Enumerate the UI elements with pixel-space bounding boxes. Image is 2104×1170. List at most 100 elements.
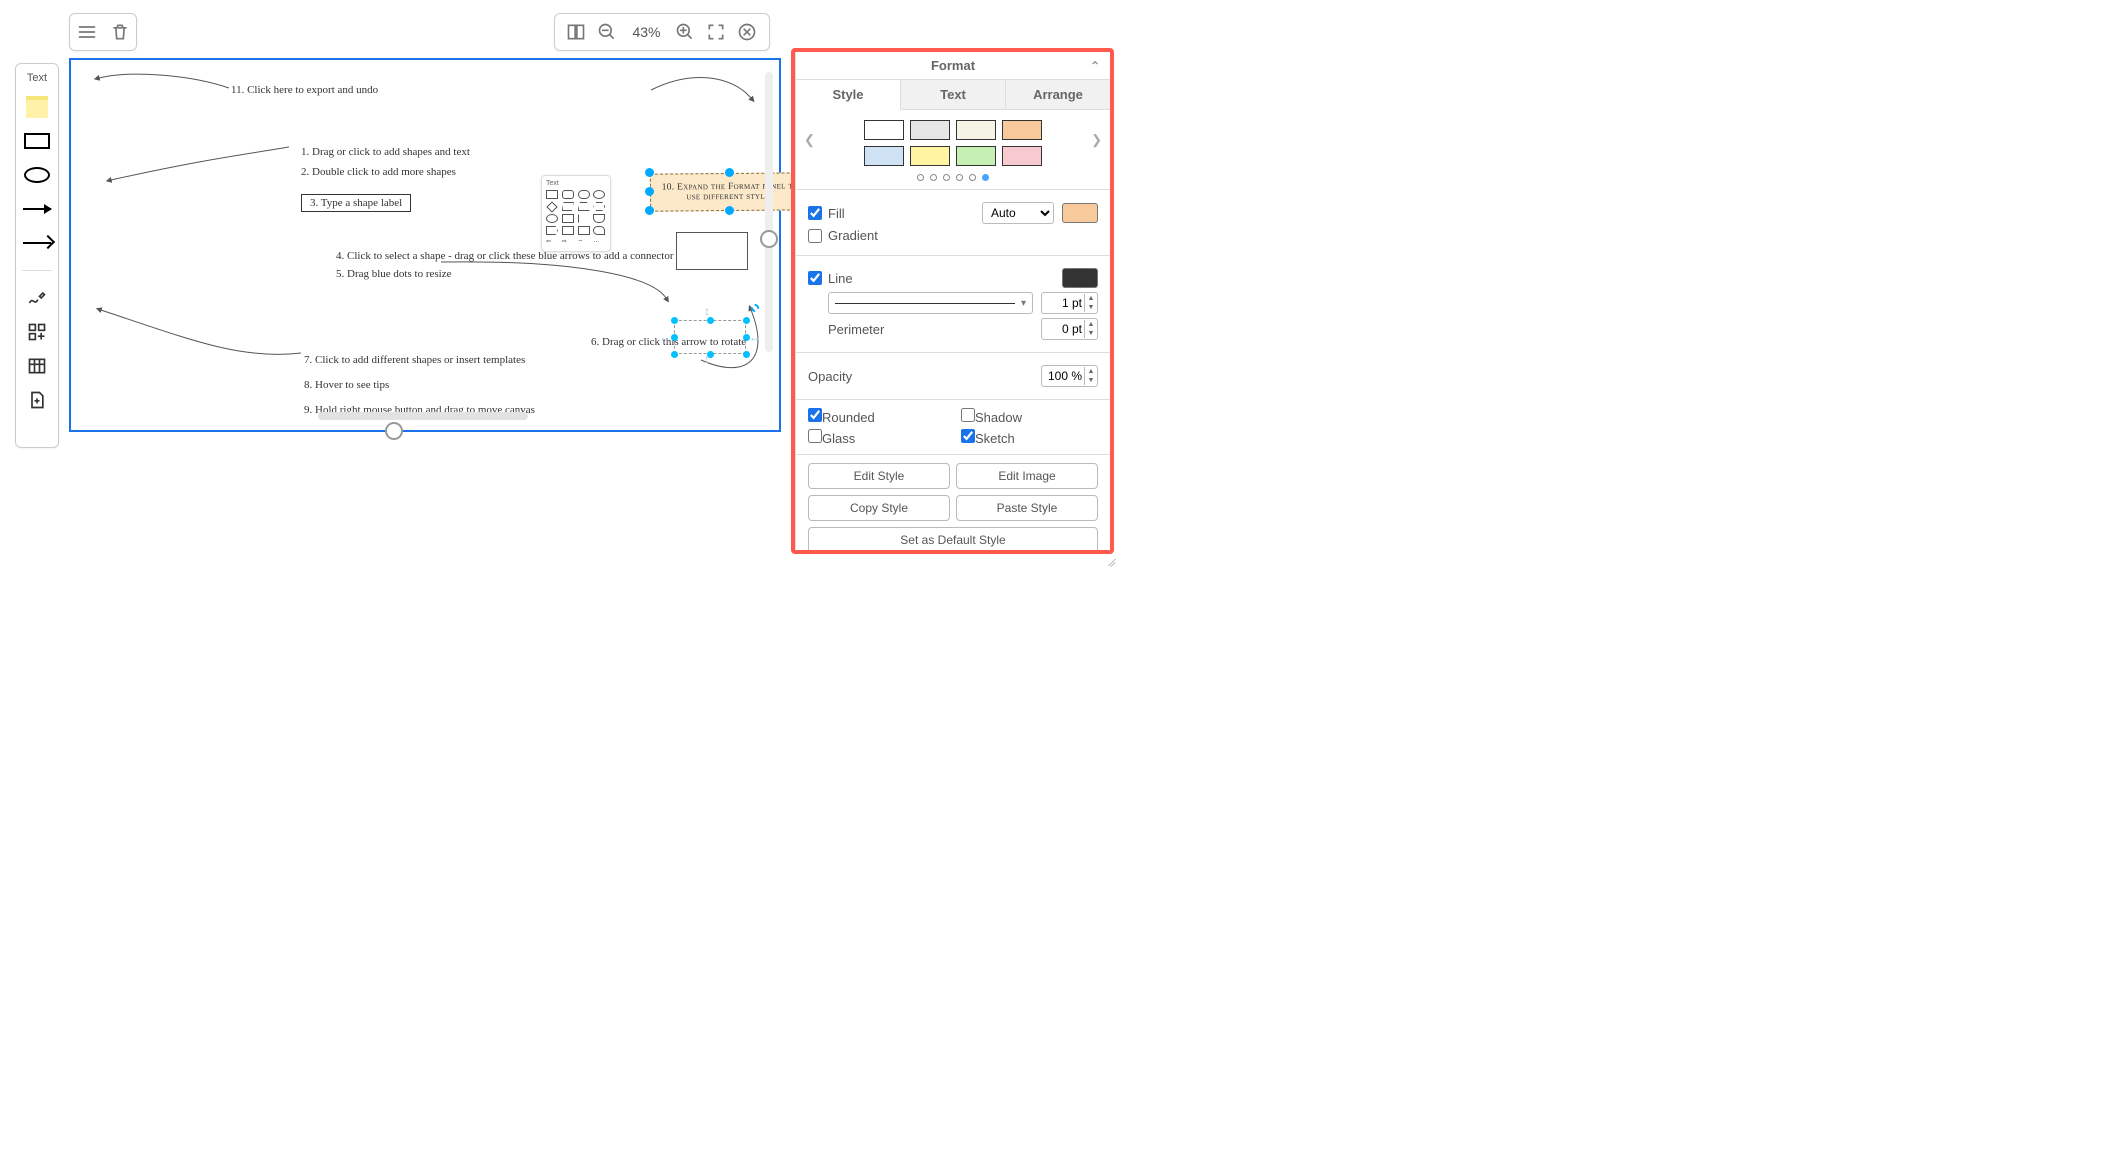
hint-7: 7. Click to add different shapes or inse… bbox=[304, 354, 525, 366]
color-swatch[interactable] bbox=[864, 146, 904, 166]
line-style-select[interactable]: ▾ bbox=[828, 292, 1033, 314]
tool-freehand[interactable] bbox=[22, 287, 52, 309]
zoom-out-icon[interactable] bbox=[597, 22, 617, 42]
shape-rectangle[interactable] bbox=[22, 130, 52, 152]
shape-ellipse[interactable] bbox=[22, 164, 52, 186]
resize-handle[interactable] bbox=[707, 351, 714, 358]
close-icon[interactable] bbox=[737, 22, 757, 42]
collapse-icon[interactable]: ⌃ bbox=[1090, 59, 1100, 73]
connector-arrow-up-icon[interactable]: ↕ bbox=[704, 304, 710, 318]
fullscreen-icon[interactable] bbox=[706, 22, 726, 42]
opacity-label: Opacity bbox=[808, 369, 1033, 384]
canvas-vscroll-handle[interactable] bbox=[760, 230, 778, 248]
view-toolbar: 43% bbox=[554, 13, 770, 51]
pager-dot[interactable] bbox=[943, 174, 950, 181]
shape-picker-popup[interactable]: Text ⇦⇨⇔… bbox=[541, 175, 611, 252]
shadow-checkbox-label[interactable]: Shadow bbox=[961, 408, 1098, 425]
pager-dot[interactable] bbox=[956, 174, 963, 181]
gradient-checkbox-label[interactable]: Gradient bbox=[808, 228, 1098, 243]
canvas-hscroll-handle[interactable] bbox=[385, 422, 403, 440]
selection-handle[interactable] bbox=[645, 206, 654, 215]
shape-sidebar: Text bbox=[15, 63, 59, 448]
canvas-vscroll[interactable] bbox=[765, 72, 773, 352]
connector-arrow-left-icon[interactable]: ↔ bbox=[659, 330, 671, 344]
resize-demo-shape[interactable] bbox=[674, 320, 746, 354]
perimeter-input[interactable]: ▲▼ bbox=[1041, 318, 1098, 340]
minimap-icon[interactable] bbox=[566, 22, 586, 42]
tab-text[interactable]: Text bbox=[901, 80, 1006, 109]
line-checkbox-label[interactable]: Line bbox=[808, 271, 1054, 286]
line-width-input[interactable]: ▲▼ bbox=[1041, 292, 1098, 314]
resize-handle[interactable] bbox=[743, 334, 750, 341]
hint-8: 8. Hover to see tips bbox=[304, 379, 389, 391]
glass-checkbox[interactable] bbox=[808, 429, 822, 443]
resize-handle[interactable] bbox=[671, 334, 678, 341]
sketch-checkbox-label[interactable]: Sketch bbox=[961, 429, 1098, 446]
tool-table[interactable] bbox=[22, 355, 52, 377]
resize-handle[interactable] bbox=[671, 351, 678, 358]
opacity-input[interactable]: ▲▼ bbox=[1041, 365, 1098, 387]
tab-style[interactable]: Style bbox=[796, 80, 901, 110]
tab-arrange[interactable]: Arrange bbox=[1006, 80, 1110, 109]
swatch-next-icon[interactable]: ❯ bbox=[1091, 132, 1102, 148]
pager-dot[interactable] bbox=[982, 174, 989, 181]
zoom-value[interactable]: 43% bbox=[628, 24, 664, 40]
rounded-checkbox[interactable] bbox=[808, 408, 822, 422]
fill-checkbox[interactable] bbox=[808, 206, 822, 220]
canvas-shape-rect[interactable] bbox=[676, 232, 748, 270]
color-swatch[interactable] bbox=[956, 120, 996, 140]
edit-style-button[interactable]: Edit Style bbox=[808, 463, 950, 489]
edit-image-button[interactable]: Edit Image bbox=[956, 463, 1098, 489]
color-swatch[interactable] bbox=[910, 120, 950, 140]
canvas-hscroll[interactable] bbox=[318, 412, 528, 420]
set-default-style-button[interactable]: Set as Default Style bbox=[808, 527, 1098, 550]
paste-style-button[interactable]: Paste Style bbox=[956, 495, 1098, 521]
fill-mode-select[interactable]: Auto bbox=[982, 202, 1054, 224]
format-title: Format bbox=[931, 58, 975, 73]
pager-dot[interactable] bbox=[917, 174, 924, 181]
selection-handle[interactable] bbox=[645, 187, 654, 196]
pager-dot[interactable] bbox=[930, 174, 937, 181]
tool-add-shapes[interactable] bbox=[22, 321, 52, 343]
color-swatch[interactable] bbox=[1002, 120, 1042, 140]
color-swatch[interactable] bbox=[956, 146, 996, 166]
fill-color-chip[interactable] bbox=[1062, 203, 1098, 223]
copy-style-button[interactable]: Copy Style bbox=[808, 495, 950, 521]
gradient-checkbox[interactable] bbox=[808, 229, 822, 243]
resize-handle[interactable] bbox=[743, 317, 750, 324]
trash-icon[interactable] bbox=[110, 22, 130, 42]
color-swatch[interactable] bbox=[1002, 146, 1042, 166]
hint-4: 4. Click to select a shape - drag or cli… bbox=[336, 250, 674, 262]
swatch-row-2 bbox=[815, 144, 1091, 170]
tool-new-page[interactable] bbox=[22, 389, 52, 411]
shape-arrow-open[interactable] bbox=[22, 232, 52, 254]
shape-arrow-solid[interactable] bbox=[22, 198, 52, 220]
fill-checkbox-label[interactable]: Fill bbox=[808, 206, 974, 221]
resize-handle[interactable] bbox=[743, 351, 750, 358]
zoom-in-icon[interactable] bbox=[675, 22, 695, 42]
shape-sticky-note[interactable] bbox=[22, 96, 52, 118]
glass-checkbox-label[interactable]: Glass bbox=[808, 429, 945, 446]
rounded-checkbox-label[interactable]: Rounded bbox=[808, 408, 945, 425]
pager-dot[interactable] bbox=[969, 174, 976, 181]
drawing-canvas[interactable]: 11. Click here to export and undo 1. Dra… bbox=[69, 58, 781, 432]
resize-handle[interactable] bbox=[671, 317, 678, 324]
resize-handle[interactable] bbox=[707, 317, 714, 324]
top-menu-bar bbox=[69, 13, 137, 51]
sketch-checkbox[interactable] bbox=[961, 429, 975, 443]
sidebar-text-label[interactable]: Text bbox=[27, 72, 47, 84]
selection-handle[interactable] bbox=[645, 168, 654, 177]
resize-rotate-handle[interactable] bbox=[751, 304, 759, 312]
line-checkbox[interactable] bbox=[808, 271, 822, 285]
selection-handle[interactable] bbox=[725, 206, 734, 215]
panel-resizer-icon[interactable] bbox=[1106, 556, 1118, 568]
color-swatch[interactable] bbox=[864, 120, 904, 140]
shadow-checkbox[interactable] bbox=[961, 408, 975, 422]
selection-handle[interactable] bbox=[725, 168, 734, 177]
hint-3[interactable]: 3. Type a shape label bbox=[301, 194, 411, 212]
connector-arrow-right-icon[interactable]: ↔ bbox=[749, 330, 761, 344]
swatch-prev-icon[interactable]: ❮ bbox=[804, 132, 815, 148]
color-swatch[interactable] bbox=[910, 146, 950, 166]
line-color-chip[interactable] bbox=[1062, 268, 1098, 288]
hamburger-icon[interactable] bbox=[77, 22, 97, 42]
